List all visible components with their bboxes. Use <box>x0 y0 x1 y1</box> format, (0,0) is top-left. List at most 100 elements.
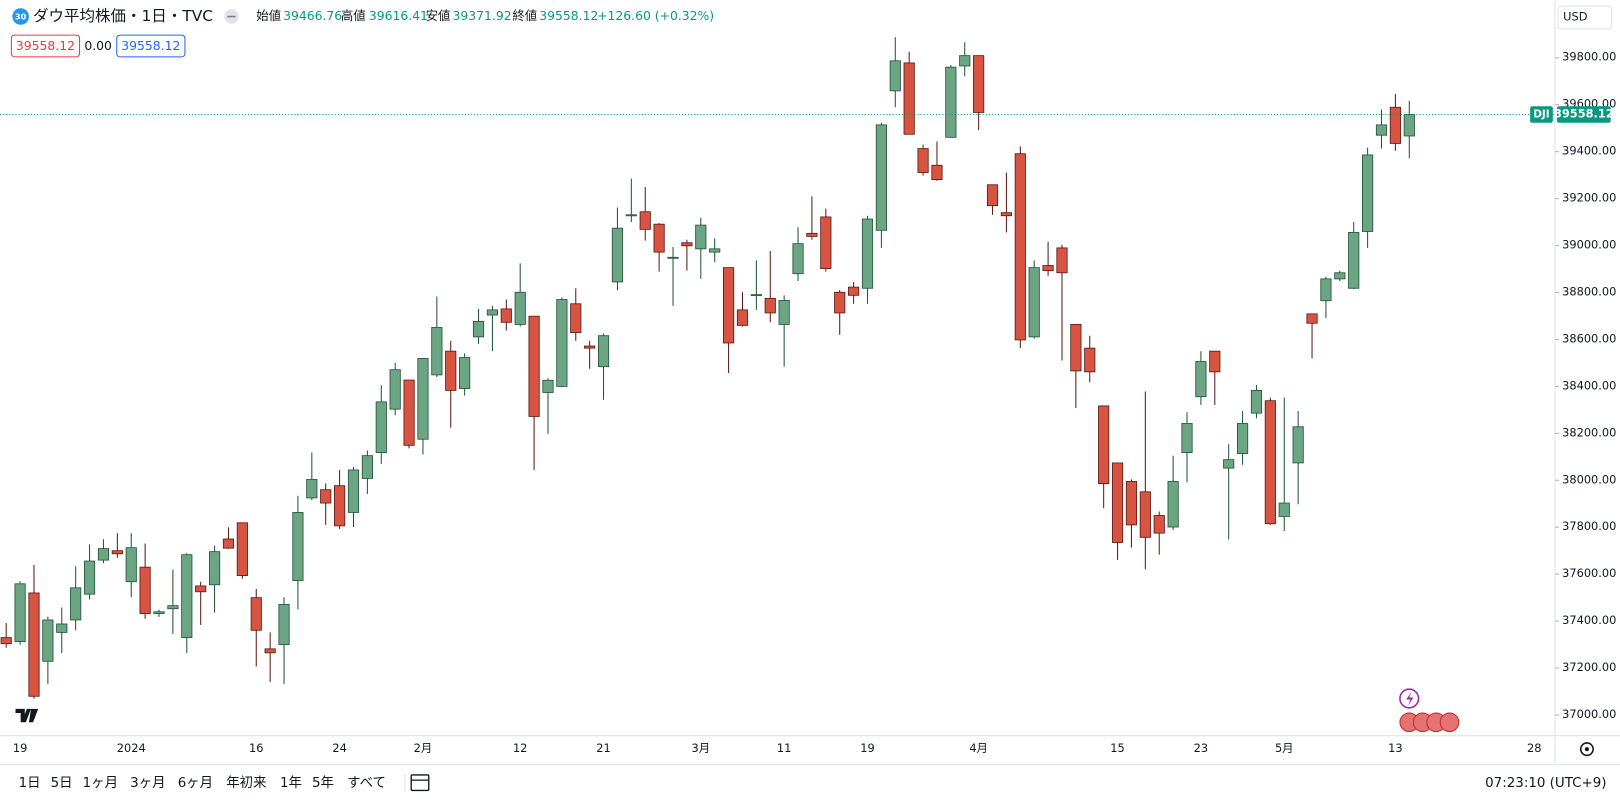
candle-body <box>1320 278 1332 302</box>
event-glyph <box>1406 692 1414 706</box>
range-button[interactable]: 1ヶ月 <box>83 776 118 791</box>
candle-body <box>653 223 665 253</box>
quote-box-value[interactable]: 39558.12 <box>16 38 75 53</box>
candle-body <box>514 291 526 325</box>
candle-body <box>1223 459 1235 469</box>
candle-body <box>1278 502 1290 517</box>
candle-body <box>945 66 957 138</box>
y-tick-label: 39400.00 <box>1562 144 1616 158</box>
candle-body <box>542 379 554 393</box>
x-tick-label: 3月 <box>691 741 710 755</box>
candle-body <box>361 455 373 479</box>
candle-body <box>681 242 693 247</box>
currency-box[interactable] <box>1557 5 1613 30</box>
x-tick-label: 15 <box>1110 741 1124 755</box>
calendar-icon[interactable] <box>410 774 430 792</box>
candle-body <box>97 548 110 561</box>
plot <box>0 37 1560 716</box>
candle-body <box>1237 423 1249 454</box>
x-tick-label: 12 <box>513 741 527 755</box>
candle-body <box>1181 423 1193 454</box>
range-button[interactable]: 年初来 <box>226 775 266 791</box>
x-tick-label: 2024 <box>117 741 146 755</box>
y-tick-label: 39200.00 <box>1562 191 1616 205</box>
ohlc-value: 39371.92 <box>453 8 512 23</box>
ohlc-label: 始値 <box>256 8 281 23</box>
candle-body <box>820 216 832 269</box>
candle-body <box>1209 350 1221 373</box>
range-button[interactable]: 6ヶ月 <box>178 776 213 791</box>
currency[interactable]: USD <box>1563 10 1588 24</box>
quote-box-value[interactable]: 39558.12 <box>121 38 180 53</box>
ohlc-label: 高値 <box>341 8 366 23</box>
candle-body <box>56 623 68 633</box>
candle-body <box>1111 462 1124 543</box>
candle-body <box>125 547 137 583</box>
x-tick-label: 24 <box>332 741 346 755</box>
candle-body <box>1306 313 1318 324</box>
range-button[interactable]: 3ヶ月 <box>130 776 165 791</box>
x-tick-label: 28 <box>1527 741 1541 755</box>
candle-body <box>584 345 596 349</box>
ohlc-value: 39558.12 <box>539 8 598 23</box>
candle-body <box>1000 212 1012 217</box>
settings-dot <box>1584 747 1590 752</box>
candle-body <box>1334 272 1346 280</box>
ohlc-label: 安値 <box>426 8 451 23</box>
clock[interactable]: 07:23:10 (UTC+9) <box>1485 776 1606 791</box>
ohlc-value: 39616.41 <box>369 8 428 23</box>
candle-body <box>917 148 929 173</box>
candle-body <box>1056 247 1068 274</box>
y-tick-label: 38200.00 <box>1562 425 1616 439</box>
candle-body <box>1042 265 1054 272</box>
candle-body <box>597 335 610 368</box>
candle-body <box>167 605 179 610</box>
candle-body <box>695 224 707 250</box>
x-tick-label: 2月 <box>414 741 433 755</box>
candle-body <box>611 227 624 283</box>
candle-body <box>264 648 276 654</box>
candle-body <box>722 267 735 344</box>
sell-box[interactable] <box>10 34 81 58</box>
x-tick-label: 16 <box>249 741 263 755</box>
x-tick-label: 23 <box>1194 741 1208 755</box>
range-button[interactable]: 5日 <box>51 776 73 791</box>
candle-body <box>1389 106 1401 144</box>
tv-logo[interactable] <box>15 708 39 723</box>
quote-box-value[interactable]: 0.00 <box>84 38 112 53</box>
candle-body <box>403 379 415 446</box>
candle-body <box>1362 154 1374 232</box>
candle-body <box>1250 389 1263 414</box>
range-button[interactable]: 1日 <box>19 776 41 791</box>
range-button[interactable]: すべて <box>347 775 386 791</box>
x-tick-label: 19 <box>860 741 874 755</box>
candle-body <box>806 232 818 237</box>
x-tick-label: 19 <box>13 741 27 755</box>
candle-body <box>709 248 721 253</box>
candle-body <box>1098 405 1110 484</box>
flag-icon[interactable] <box>1439 712 1460 733</box>
ui-layer: 30 ダウ平均株価・1日・TVC USD 07:23:10 (UTC+9) 始値… <box>10 5 1616 792</box>
range-button[interactable]: 5年 <box>312 775 334 791</box>
y-tick-label: 37400.00 <box>1562 613 1616 627</box>
range-button[interactable]: 1年 <box>280 775 302 791</box>
candle-body <box>278 604 290 646</box>
candle-body <box>931 164 943 180</box>
ohlc-value: 39466.76 <box>283 8 342 23</box>
candle-body <box>1195 361 1207 398</box>
candle-body <box>111 550 123 555</box>
candle-body <box>195 585 207 593</box>
symbol-title[interactable]: ダウ平均株価・1日・TVC <box>33 7 213 25</box>
candle-body <box>208 551 221 586</box>
candle-body <box>28 592 40 697</box>
buy-box[interactable] <box>116 34 186 58</box>
candle-body <box>153 611 165 615</box>
candle-body <box>1084 347 1096 373</box>
settings-icon[interactable] <box>1579 742 1594 757</box>
price-name: DJI <box>1533 109 1549 121</box>
candle-body <box>1139 491 1151 538</box>
candle-body <box>1014 153 1026 341</box>
candle-body <box>1348 231 1360 289</box>
candle-body <box>1153 515 1165 534</box>
candle-body <box>1375 124 1388 136</box>
